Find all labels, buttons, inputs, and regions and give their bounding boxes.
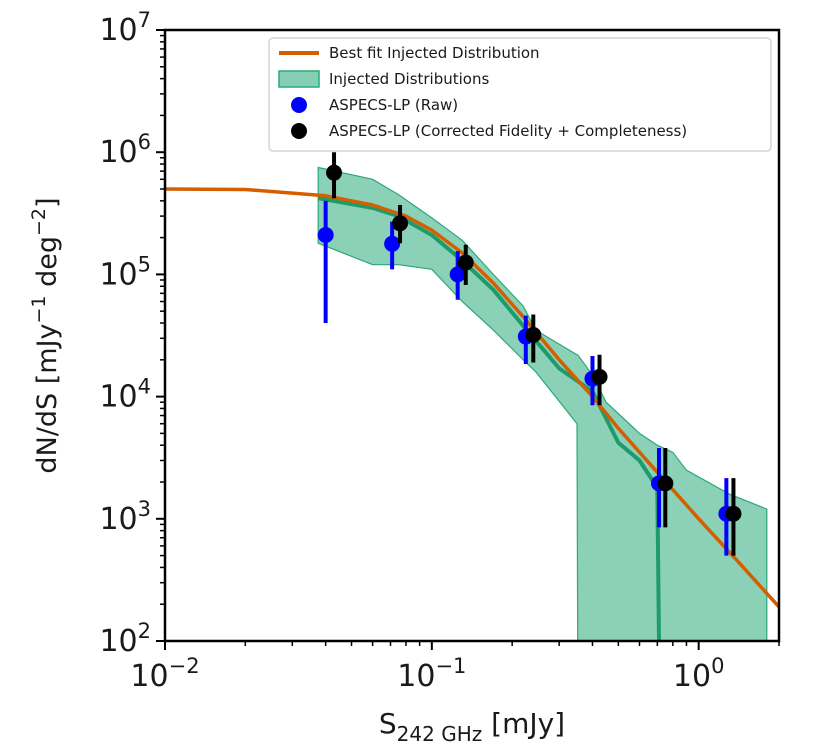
legend-label-2: ASPECS-LP (Raw)	[329, 96, 458, 114]
legend-band-swatch	[278, 70, 320, 88]
corrected-point-3	[525, 326, 542, 343]
plot-area	[165, 152, 779, 641]
x-tick-label-1: 10−1	[397, 654, 466, 694]
y-tick-label-5: 107	[99, 8, 151, 48]
corrected-point-6	[725, 505, 742, 522]
raw-point-1	[384, 235, 401, 252]
legend-point-swatch-2	[291, 97, 307, 113]
best-fit-line	[165, 187, 779, 609]
legend-label-3: ASPECS-LP (Corrected Fidelity + Complete…	[329, 122, 687, 140]
legend-label-1: Injected Distributions	[329, 70, 489, 88]
plot-frame	[163, 28, 781, 643]
y-tick-label-3: 105	[99, 252, 151, 292]
y-tick-label-1: 103	[99, 497, 151, 537]
x-tick-label-0: 10−2	[130, 654, 199, 694]
legend: Best fit Injected Distribution Injected D…	[268, 37, 772, 152]
corrected-point-1	[392, 215, 409, 232]
plot-data	[165, 152, 779, 641]
legend-point-swatch-3	[291, 123, 307, 139]
axes: 10−2 10−1 100 102 103 104 105 106 107 S242 GHz [m…	[28, 8, 781, 746]
y-tick-label-2: 104	[99, 375, 151, 415]
legend-box	[268, 37, 772, 152]
injected-distributions-band	[317, 166, 768, 641]
corrected-point-0	[326, 164, 343, 181]
legend-label-0: Best fit Injected Distribution	[329, 44, 540, 62]
y-tick-label-0: 102	[99, 619, 151, 659]
x-axis-title: S242 GHz [mJy]	[379, 707, 565, 746]
y-tick-label-4: 106	[99, 130, 151, 170]
corrected-point-4	[591, 368, 608, 385]
corrected-point-2	[457, 254, 474, 271]
corrected-point-5	[657, 475, 674, 492]
x-tick-label-2: 100	[673, 654, 725, 694]
series-corrected	[326, 152, 742, 556]
raw-point-2	[449, 266, 466, 283]
y-axis-title: dN/dS [mJy−1 deg−2]	[28, 197, 63, 473]
raw-point-0	[317, 227, 334, 244]
